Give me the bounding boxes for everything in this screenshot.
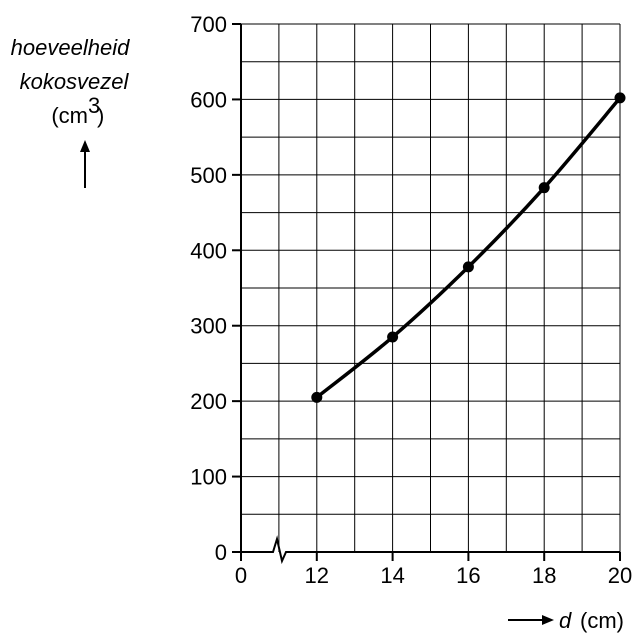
data-point [462, 261, 474, 273]
x-axis-variable: d [559, 608, 572, 633]
tick-labels: 0 100 200 300 400 500 600 700 0 12 14 16 18 20 [190, 12, 632, 588]
x-tick-label: 18 [532, 563, 556, 588]
y-tick-label: 400 [190, 238, 227, 263]
x-tick-label: 0 [235, 563, 247, 588]
y-axis-unit: (cm [51, 103, 88, 128]
y-tick-label: 500 [190, 163, 227, 188]
x-tick-label: 14 [380, 563, 404, 588]
data-point [387, 331, 399, 343]
y-axis-unit-exponent: 3 [88, 93, 100, 118]
y-axis-title-line-1: hoeveelheid [11, 35, 130, 60]
x-axis-break [241, 535, 620, 565]
grid [241, 23, 621, 552]
right-arrow-icon [508, 615, 554, 625]
x-axis-unit: (cm) [580, 608, 624, 633]
x-tick-label: 16 [456, 563, 480, 588]
data-point [538, 182, 550, 194]
y-tick-label: 100 [190, 465, 227, 490]
x-tick-label: 20 [608, 563, 632, 588]
y-axis-unit-close: ) [97, 103, 104, 128]
axes [232, 23, 621, 565]
x-tick-label: 12 [305, 563, 329, 588]
y-tick-label: 200 [190, 389, 227, 414]
up-arrow-icon [80, 140, 90, 188]
data-point [614, 92, 626, 104]
y-tick-label: 300 [190, 314, 227, 339]
y-axis-title-line-2: kokosvezel [20, 69, 130, 94]
x-axis-title: d (cm) [508, 608, 624, 633]
y-axis-title: hoeveelheid kokosvezel (cm 3 ) [11, 35, 130, 188]
data-series [311, 92, 626, 403]
y-tick-label: 700 [190, 12, 227, 37]
data-point [311, 391, 323, 403]
y-tick-label: 0 [215, 540, 227, 565]
y-tick-label: 600 [190, 87, 227, 112]
